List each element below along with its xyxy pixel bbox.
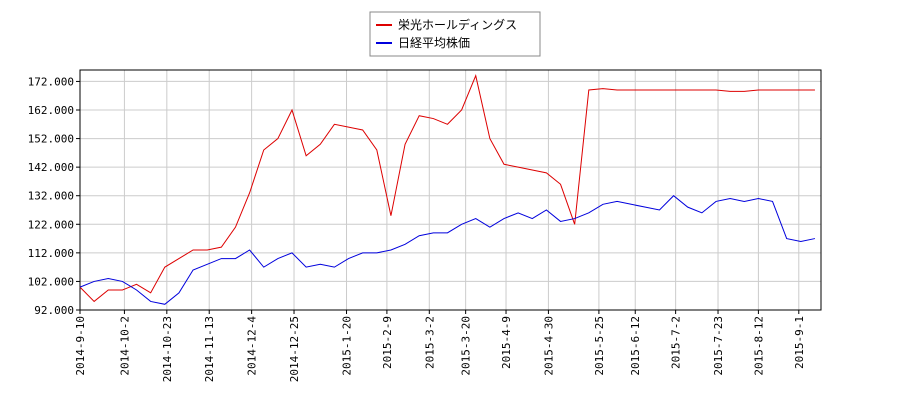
x-tick-label: 2015-1-20 <box>341 316 354 376</box>
x-tick-label: 2015-9-1 <box>793 316 806 369</box>
series-line <box>79 195 816 305</box>
x-tick-label: 2015-8-12 <box>752 316 765 376</box>
y-tick-label: 122.000 <box>28 218 74 231</box>
x-tick-label: 2015-6-12 <box>629 316 642 376</box>
x-tick-label: 2014-10-2 <box>118 316 131 376</box>
x-tick-label: 2015-5-25 <box>593 316 606 376</box>
x-tick-label: 2015-4-30 <box>542 316 555 376</box>
legend-box <box>369 11 541 57</box>
y-tick-label: 92.000 <box>34 304 74 317</box>
legend-label: 日経平均株価 <box>398 35 470 50</box>
y-tick-label: 132.000 <box>28 190 74 203</box>
x-tick-label: 2014-11-13 <box>203 316 216 382</box>
y-tick-label: 172.000 <box>28 75 74 88</box>
x-tick-label: 2015-7-2 <box>670 316 683 369</box>
legend-label: 栄光ホールディングス <box>398 17 517 32</box>
series-line <box>79 74 815 303</box>
y-tick-label: 142.000 <box>28 161 74 174</box>
x-tick-label: 2015-3-20 <box>460 316 473 376</box>
x-tick-label: 2015-2-9 <box>381 316 394 369</box>
y-tick-label: 112.000 <box>28 247 74 260</box>
x-tick-label: 2015-3-2 <box>423 316 436 369</box>
plot-area <box>79 69 822 311</box>
y-tick-label: 152.000 <box>28 133 74 146</box>
y-tick-label: 102.000 <box>28 275 74 288</box>
y-tick-label: 162.000 <box>28 104 74 117</box>
x-tick-label: 2015-7-23 <box>712 316 725 376</box>
x-tick-label: 2014-10-23 <box>161 316 174 382</box>
x-tick-label: 2014-12-4 <box>246 316 259 376</box>
x-tick-label: 2014-9-10 <box>74 316 87 376</box>
x-tick-label: 2015-4-9 <box>500 316 513 369</box>
x-tick-label: 2014-12-25 <box>288 316 301 382</box>
